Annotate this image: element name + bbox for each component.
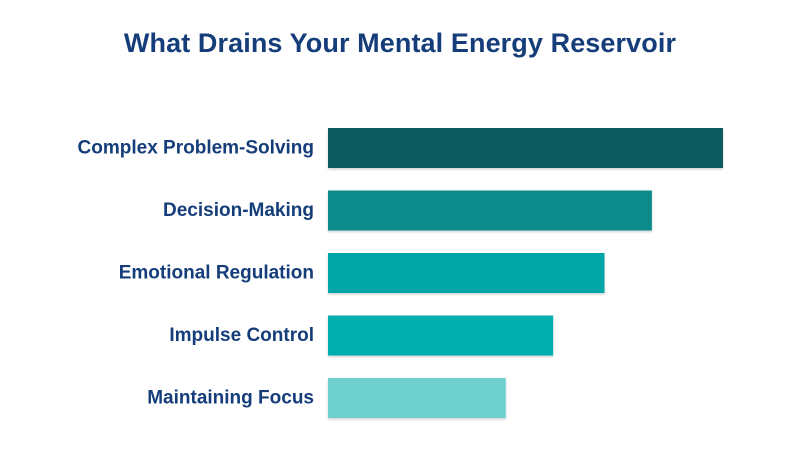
bar-maintaining-focus [328,378,506,418]
bar-impulse-control [328,315,554,356]
chart-title: What Drains Your Mental Energy Reservoir [123,28,677,58]
category-label: Impulse Control [169,325,314,346]
bar-emotional-regulation [328,253,605,293]
category-label: Emotional Regulation [119,263,314,284]
category-label: Complex Problem-Solving [78,138,314,159]
bar-complex-problem-solving [328,128,723,168]
category-label: Decision-Making [163,200,314,221]
bar-decision-making [328,190,652,231]
bars [328,128,723,418]
category-labels: Complex Problem-Solving Decision-Making Em… [78,138,314,409]
category-label: Maintaining Focus [147,388,314,409]
